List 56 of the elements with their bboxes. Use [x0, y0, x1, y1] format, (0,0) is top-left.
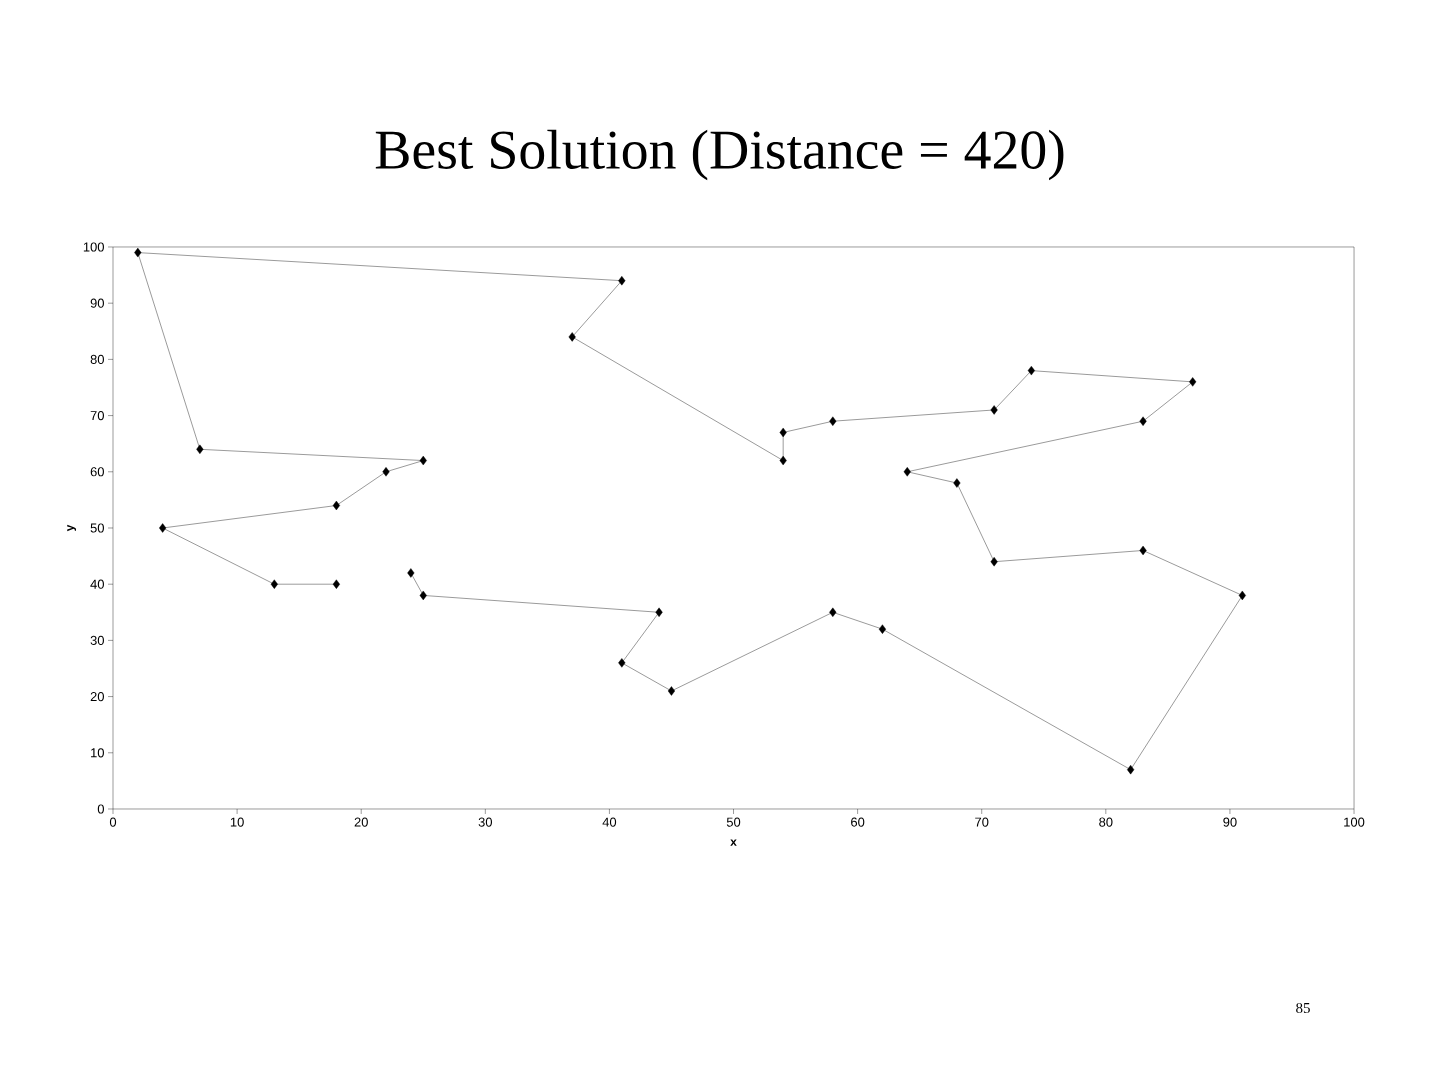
- point: [270, 579, 278, 589]
- chart-title: Best Solution (Distance = 420): [375, 129, 1064, 181]
- y-axis-title: y: [67, 524, 77, 532]
- point: [953, 478, 961, 488]
- x-tick-label: 50: [726, 817, 741, 827]
- point: [618, 276, 626, 286]
- point: [1238, 590, 1246, 601]
- point: [655, 607, 663, 617]
- y-tick-label: 0: [97, 804, 104, 814]
- x-tick-label: 70: [975, 817, 989, 827]
- point: [1027, 365, 1035, 376]
- y-tick-label: 90: [90, 298, 104, 308]
- y-tick-label: 60: [90, 467, 104, 477]
- point: [779, 455, 787, 466]
- point: [196, 444, 204, 454]
- point: [667, 686, 676, 696]
- point: [618, 658, 626, 668]
- y-tick-label: 50: [90, 523, 104, 533]
- point: [878, 624, 886, 634]
- x-tick-label: 80: [1099, 817, 1113, 827]
- point: [419, 455, 427, 466]
- point: [903, 467, 911, 477]
- point: [1139, 416, 1147, 426]
- text: 85: [1296, 1002, 1310, 1014]
- x-tick-label: 0: [109, 817, 117, 827]
- x-axis-title: x: [730, 839, 737, 846]
- point: [829, 607, 837, 617]
- point: [382, 467, 390, 477]
- x-tick-label: 60: [851, 817, 865, 827]
- y-tick-label: 40: [90, 579, 104, 589]
- point: [332, 579, 340, 589]
- point: [568, 332, 576, 342]
- y-tick-label: 70: [90, 411, 104, 421]
- y-tick-label: 100: [83, 242, 104, 252]
- point: [1127, 764, 1135, 775]
- point: [332, 500, 340, 511]
- x-tick-label: 100: [1344, 817, 1365, 827]
- x-tick-label: 10: [230, 817, 244, 827]
- point: [159, 523, 167, 533]
- x-tick-label: 40: [602, 817, 617, 827]
- y-tick-label: 20: [90, 692, 104, 702]
- y-tick-label: 30: [90, 635, 104, 645]
- x-tick-label: 90: [1223, 817, 1237, 827]
- point: [1189, 377, 1197, 387]
- point: [829, 416, 837, 426]
- y-tick-label: 80: [90, 354, 104, 364]
- point: [419, 590, 427, 601]
- x-tick-label: 30: [478, 817, 493, 827]
- y-tick-label: 10: [91, 748, 104, 758]
- point: [779, 427, 787, 438]
- point: [407, 568, 415, 578]
- point: [990, 405, 998, 415]
- point: [990, 557, 998, 567]
- x-tick-label: 20: [354, 817, 368, 827]
- point: [134, 247, 142, 258]
- point: [1139, 545, 1147, 556]
